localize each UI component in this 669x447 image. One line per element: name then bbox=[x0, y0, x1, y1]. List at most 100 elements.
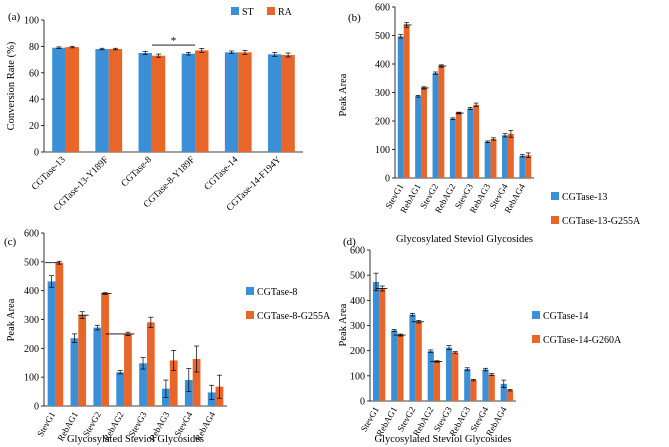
bar-cgtase-14-stevg1 bbox=[372, 281, 380, 401]
bar-cgtase-13-g255a-stevg3 bbox=[473, 104, 480, 178]
y-axis-label: Peak Area bbox=[6, 298, 17, 341]
bar-cgtase-8-stevg1 bbox=[47, 281, 56, 406]
bar-cgtase-13-g255a-rebag2 bbox=[455, 113, 462, 178]
bar-cgtase-13-stevg2 bbox=[432, 73, 439, 178]
bar-cgtase-8-g255a-stevg2 bbox=[101, 293, 109, 406]
bar-cgtase-14-g260a-stevg2 bbox=[415, 321, 422, 401]
bar-cgtase-14-g260a-rebag3 bbox=[470, 380, 477, 401]
bar-cgtase-13-rebag3 bbox=[484, 141, 491, 178]
legend-label: RA bbox=[278, 7, 293, 18]
x-tick-label: CGTase-14 bbox=[203, 155, 241, 193]
bar-st-cgtase-8 bbox=[138, 53, 152, 152]
y-tick-label: 300 bbox=[350, 321, 365, 332]
bar-cgtase-8-g255a-stevg4 bbox=[192, 359, 201, 406]
bar-ra-cgtase-13 bbox=[65, 47, 79, 153]
y-tick-label: 80 bbox=[29, 42, 39, 53]
bar-cgtase-14-stevg2 bbox=[409, 314, 416, 401]
y-tick-label: 0 bbox=[360, 397, 365, 408]
y-axis-label: Conversion Rate (%) bbox=[6, 41, 17, 130]
y-tick-label: 500 bbox=[24, 257, 39, 268]
panel-label: (c) bbox=[4, 236, 17, 248]
bar-cgtase-13-stevg1 bbox=[397, 36, 404, 179]
y-tick-label: 600 bbox=[350, 246, 365, 257]
bar-cgtase-8-rebag2 bbox=[116, 372, 125, 406]
legend-swatch bbox=[246, 311, 254, 319]
legend-swatch bbox=[231, 7, 239, 15]
bar-cgtase-14-rebag1 bbox=[391, 330, 398, 401]
bar-ra-cgtase-13-y189f bbox=[108, 49, 123, 152]
bar-cgtase-13-g255a-stevg1 bbox=[403, 24, 410, 178]
y-tick-label: 100 bbox=[375, 145, 390, 156]
y-tick-label: 200 bbox=[350, 346, 365, 357]
panel-a: (a) 0 20 40 60 80 100 Conversion Rate (%) CGTase… bbox=[6, 7, 303, 214]
y-tick-label: 20 bbox=[29, 121, 39, 132]
bar-cgtase-13-stevg3 bbox=[467, 108, 474, 178]
bar-cgtase-14-g260a-stevg3 bbox=[452, 352, 459, 401]
y-tick-label: 100 bbox=[350, 371, 365, 382]
x-axis-label: Glycosylated Steviol Glycosides bbox=[67, 434, 204, 445]
legend-swatch bbox=[551, 216, 559, 224]
x-tick-label: CGTase-8 bbox=[120, 155, 154, 189]
y-tick-label: 600 bbox=[375, 3, 390, 14]
y-tick-label: 300 bbox=[375, 88, 390, 99]
y-tick-label: 100 bbox=[24, 373, 39, 384]
bar-cgtase-14-rebag2 bbox=[427, 351, 434, 401]
bar-cgtase-14-g260a-stevg1 bbox=[379, 288, 386, 401]
bar-ra-cgtase-8 bbox=[151, 55, 166, 152]
y-tick-label: 60 bbox=[29, 68, 39, 79]
y-axis-label: Peak Area bbox=[338, 73, 349, 116]
legend-swatch bbox=[532, 311, 540, 319]
bar-st-cgtase-13 bbox=[52, 47, 66, 152]
legend-label: CGTase-13 bbox=[562, 192, 607, 203]
y-axis-label: Peak Area bbox=[338, 303, 349, 346]
bar-cgtase-13-rebag4 bbox=[519, 155, 526, 178]
bar-st-cgtase-8-y189f bbox=[181, 53, 196, 152]
x-axis-label: Glycosylated Steviol Glycosides bbox=[374, 434, 511, 445]
panel-label: (a) bbox=[8, 11, 21, 23]
y-tick-label: 0 bbox=[34, 148, 39, 159]
y-tick-label: 600 bbox=[24, 229, 39, 240]
bar-cgtase-14-g260a-rebag2 bbox=[433, 361, 441, 401]
bar-cgtase-8-stevg3 bbox=[139, 363, 147, 406]
legend-label: CGTase-13-G255A bbox=[562, 216, 641, 227]
y-tick-label: 40 bbox=[29, 95, 39, 106]
legend-swatch bbox=[267, 7, 275, 15]
bar-cgtase-13-g255a-stevg4 bbox=[507, 133, 514, 178]
y-tick-label: 200 bbox=[375, 117, 390, 128]
y-tick-label: 500 bbox=[350, 271, 365, 282]
bar-cgtase-14-rebag3 bbox=[464, 369, 471, 401]
bar-cgtase-14-stevg4 bbox=[482, 369, 489, 401]
bar-ra-cgtase-14 bbox=[238, 52, 252, 153]
bar-cgtase-13-g255a-stevg2 bbox=[438, 65, 445, 178]
y-tick-label: 200 bbox=[24, 344, 39, 355]
y-tick-label: 300 bbox=[24, 315, 39, 326]
bar-cgtase-13-stevg4 bbox=[502, 135, 508, 178]
legend-label: CGTase-8-G255A bbox=[257, 311, 331, 322]
bar-st-cgtase-14 bbox=[224, 52, 239, 153]
y-tick-label: 0 bbox=[385, 174, 390, 185]
y-tick-label: 0 bbox=[34, 402, 39, 413]
bar-cgtase-14-g260a-rebag4 bbox=[506, 390, 514, 401]
legend-swatch bbox=[246, 287, 254, 295]
bar-cgtase-8-stevg2 bbox=[93, 327, 102, 406]
y-tick-label: 400 bbox=[24, 286, 39, 297]
bar-cgtase-13-rebag2 bbox=[449, 118, 456, 178]
bar-cgtase-14-g260a-stevg4 bbox=[488, 374, 495, 401]
panel-label: (b) bbox=[348, 12, 361, 24]
bar-cgtase-8-g255a-stevg1 bbox=[55, 262, 64, 406]
bar-cgtase-13-g255a-rebag1 bbox=[421, 87, 427, 178]
x-tick-label: StevG1 bbox=[35, 410, 57, 438]
x-axis-label: Glycosylated Steviol Glycosides bbox=[396, 234, 533, 245]
y-tick-label: 400 bbox=[375, 60, 390, 71]
bar-cgtase-8-g255a-rebag3 bbox=[169, 360, 178, 406]
significance-marker: * bbox=[171, 35, 177, 47]
bar-cgtase-14-g260a-rebag1 bbox=[397, 335, 404, 401]
y-tick-label: 100 bbox=[24, 16, 39, 27]
bar-cgtase-8-g255a-rebag1 bbox=[78, 315, 87, 406]
legend-label: ST bbox=[242, 7, 254, 18]
bar-st-cgtase-14-f194y bbox=[268, 54, 282, 152]
